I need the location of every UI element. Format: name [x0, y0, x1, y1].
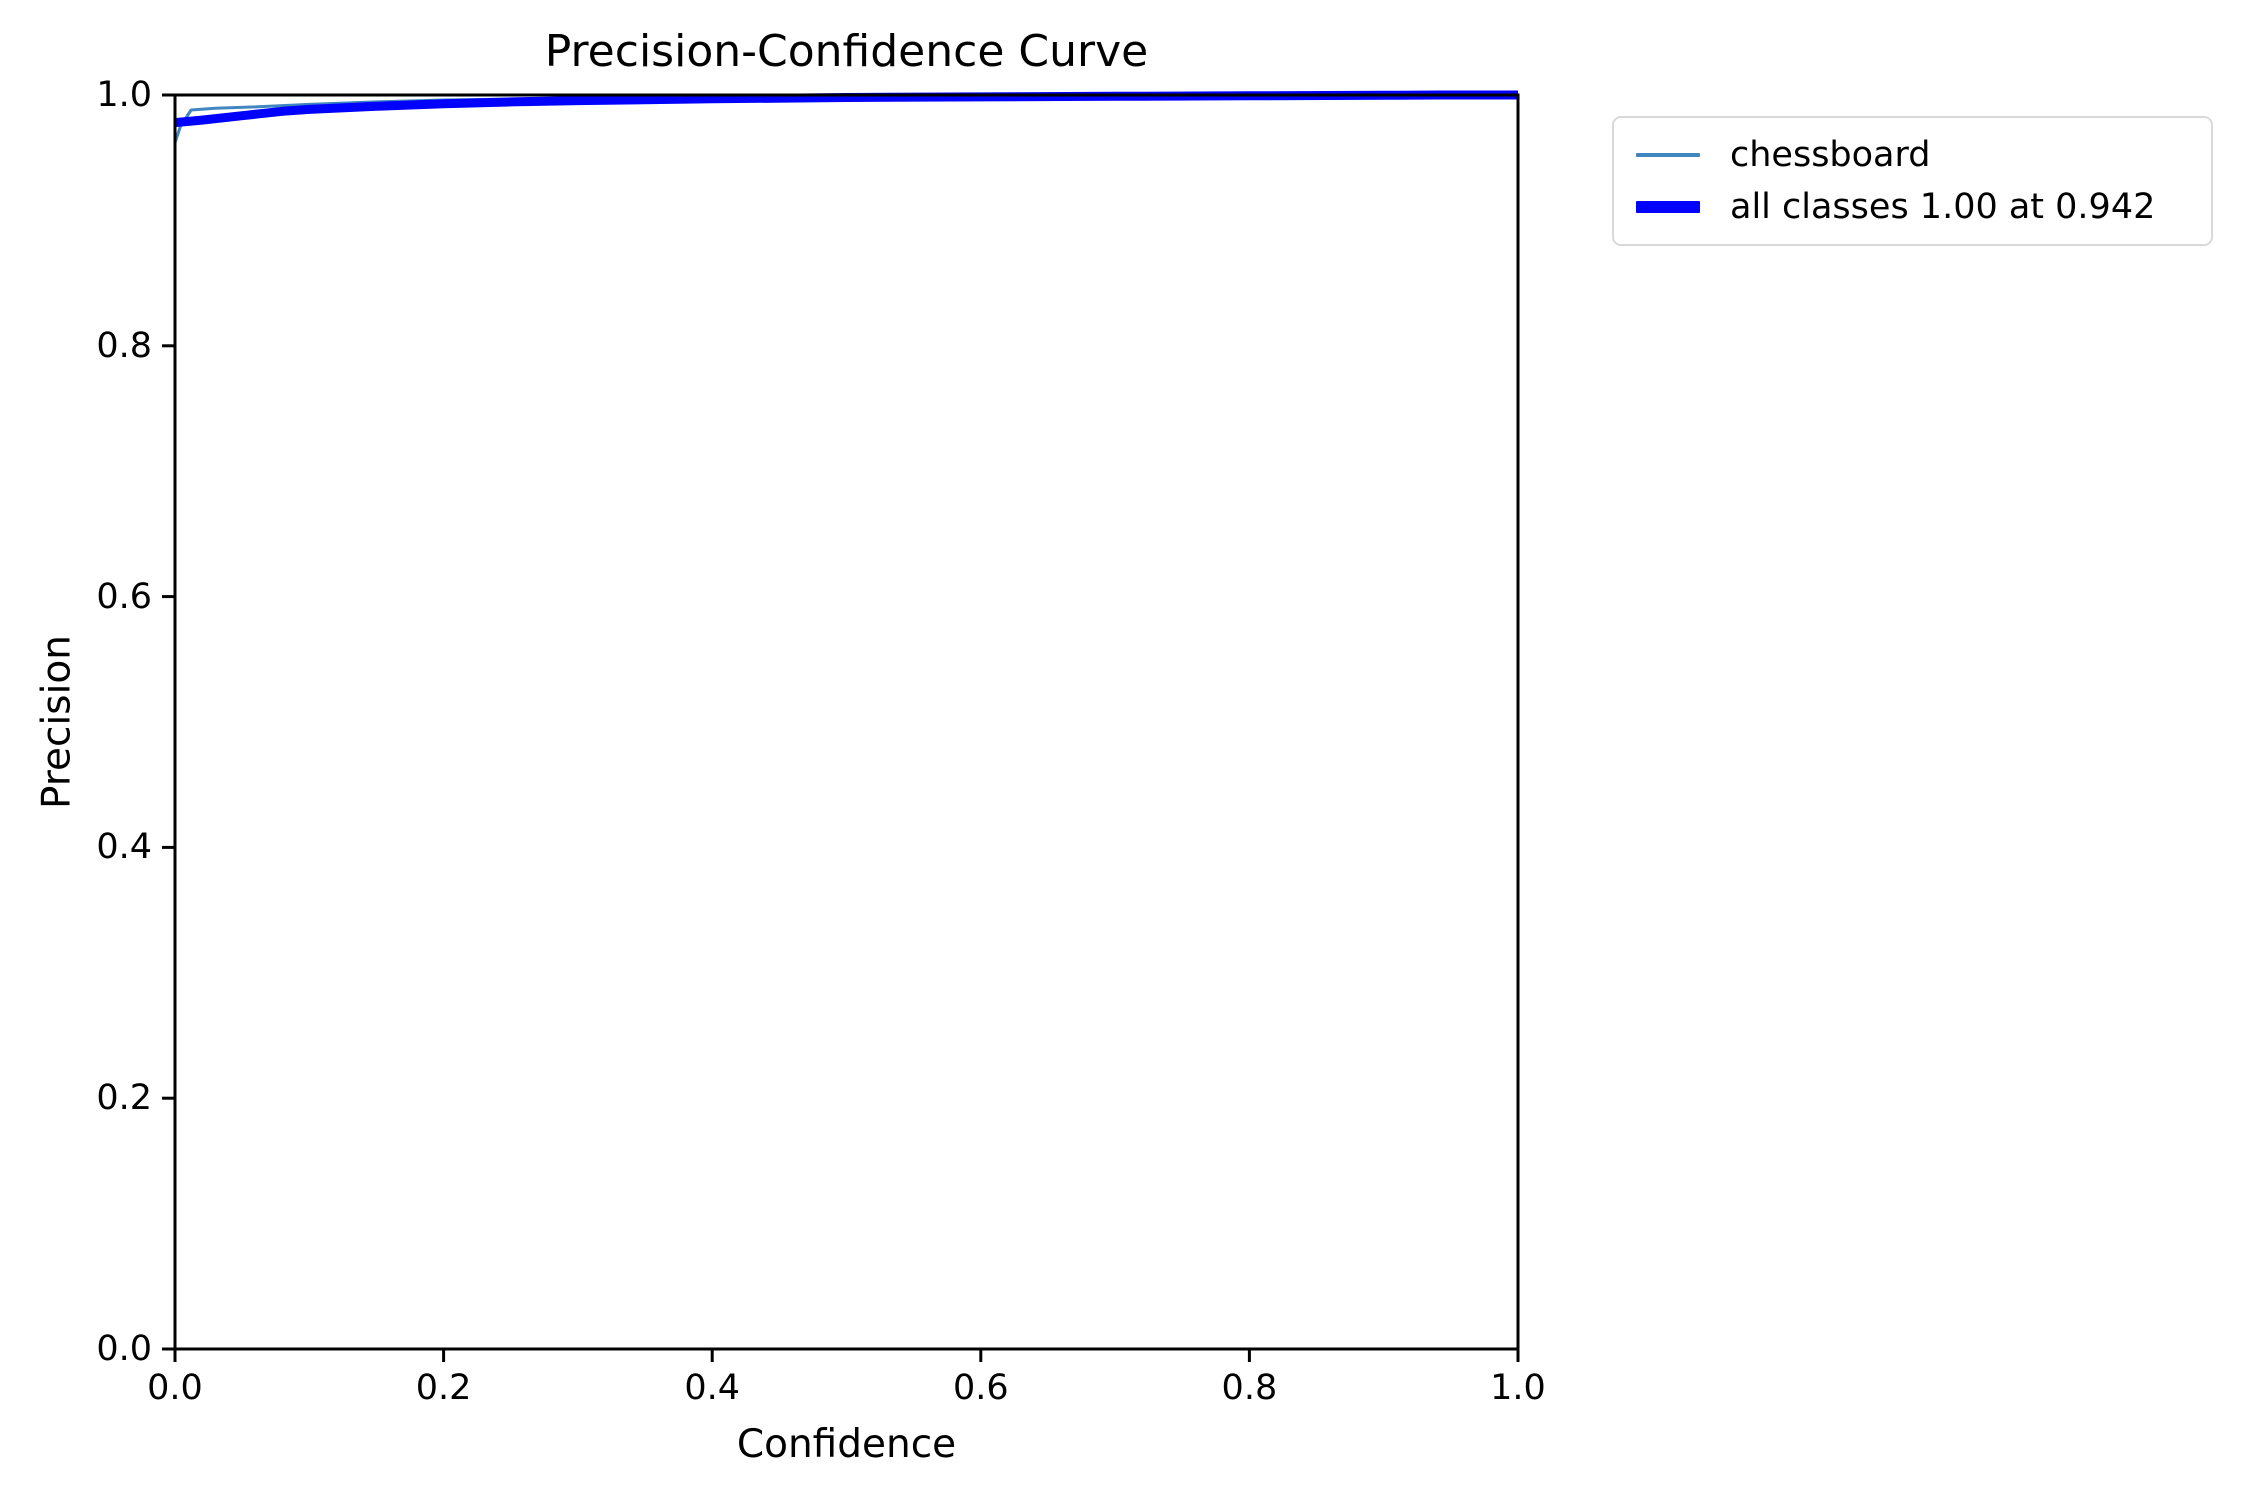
legend-entry: chessboard — [1636, 135, 2189, 175]
x-tick-label: 0.4 — [684, 1368, 741, 1408]
y-tick-label: 0.6 — [96, 576, 152, 617]
y-tick-label: 1.0 — [96, 75, 152, 115]
legend-entry-label: chessboard — [1730, 135, 1931, 176]
series-line-1 — [174, 90, 1518, 128]
plot-title: Precision-Confidence Curve — [544, 26, 1149, 77]
x-axis-label: Confidence — [736, 1422, 957, 1467]
legend-entry: all classes 1.00 at 0.942 — [1636, 187, 2189, 227]
y-axis-label: Precision — [34, 634, 80, 810]
y-tick-label: 0.0 — [96, 1329, 152, 1369]
x-tick-label: 1.0 — [1490, 1368, 1546, 1408]
y-tick-label: 0.4 — [96, 827, 152, 868]
x-tick-label: 0.6 — [952, 1368, 1009, 1408]
y-tick-label: 0.2 — [96, 1078, 152, 1119]
y-tick-label: 0.8 — [96, 325, 152, 366]
x-tick-label: 0.0 — [147, 1368, 203, 1408]
x-tick-label: 0.2 — [415, 1368, 472, 1408]
x-tick-label: 0.8 — [1221, 1368, 1278, 1408]
legend-line-sample-icon — [1636, 200, 1700, 213]
legend: chessboard all classes 1.00 at 0.942 — [1612, 116, 2213, 246]
legend-line-sample-icon — [1636, 153, 1700, 158]
axes-spines — [173, 93, 1520, 1351]
legend-entry-label: all classes 1.00 at 0.942 — [1730, 186, 2156, 227]
